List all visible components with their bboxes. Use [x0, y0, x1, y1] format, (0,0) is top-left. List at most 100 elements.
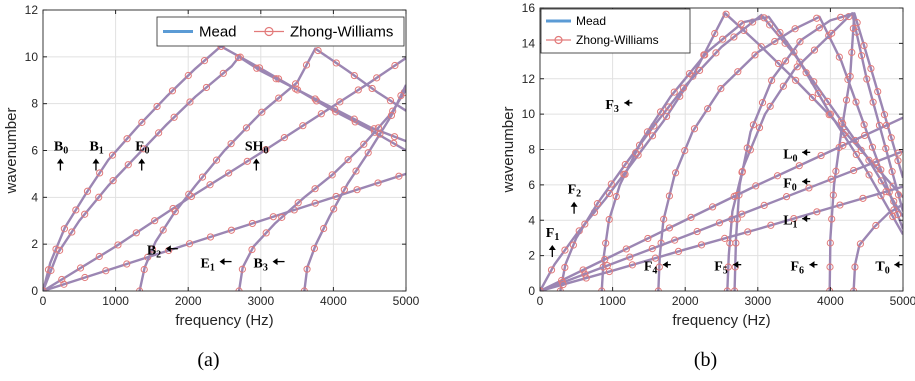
curve-marker [317, 110, 325, 118]
curve-marker [779, 82, 787, 90]
curve-marker [828, 215, 836, 223]
mode-label-subscript: 1 [793, 220, 798, 231]
curve-marker [332, 59, 340, 67]
arrow-head-icon [165, 245, 171, 253]
curve-marker [817, 151, 825, 160]
mode-label: T0 [875, 260, 889, 277]
curve-marker [715, 219, 724, 227]
curve-marker [390, 139, 398, 147]
curve-marker [859, 194, 867, 202]
curve-marker [206, 181, 214, 189]
curve-marker [328, 171, 336, 179]
curve-marker [202, 83, 211, 92]
curve-marker [350, 71, 358, 80]
curve-marker [58, 275, 66, 284]
y-axis-label: wavenumber [3, 108, 20, 195]
curve-marker [671, 236, 679, 244]
arrow-head-icon [252, 158, 260, 164]
y-tick-label: 6 [528, 178, 535, 192]
curve-marker [547, 266, 556, 274]
curve-marker [888, 168, 896, 176]
y-tick-label: 6 [31, 144, 38, 158]
curve-marker [198, 173, 207, 181]
curve-marker [350, 115, 358, 123]
curve-marker [280, 134, 288, 142]
curve-marker [243, 157, 251, 165]
curve-marker [826, 239, 834, 247]
curve-marker [701, 51, 709, 59]
curve-marker [612, 192, 620, 201]
curve-marker [581, 270, 589, 278]
curve-marker [227, 140, 235, 148]
curve-marker [601, 255, 609, 264]
curve-marker [96, 169, 104, 177]
chart-panel-a: 0 1000 2000 3000 4000 5000024681012frequency … [3, 3, 420, 371]
curve-marker [391, 61, 399, 70]
curve-line [540, 116, 903, 291]
curve-marker [792, 76, 800, 84]
curve-marker [607, 180, 615, 188]
arrow-head-icon [56, 158, 64, 164]
x-tick-label: 5000 [393, 294, 420, 308]
curve-marker [837, 13, 845, 21]
curve-marker [303, 265, 311, 273]
curve-marker [848, 48, 856, 56]
curve-marker [660, 215, 668, 223]
mode-label-subscript: 5 [723, 266, 728, 277]
curve-marker [352, 167, 360, 175]
curve-marker [248, 219, 256, 228]
mode-label: L0 [783, 147, 797, 164]
curve-marker [262, 145, 270, 154]
curve-marker [773, 172, 782, 180]
curve-marker [95, 193, 103, 201]
curve-marker [579, 266, 587, 274]
curve-marker [395, 172, 403, 180]
curve-marker [168, 87, 177, 95]
mode-label-main: F [546, 226, 555, 241]
curve-marker [138, 118, 146, 126]
curve-marker [743, 144, 751, 152]
mode-label-subscript: 0 [264, 146, 269, 157]
curve-marker [200, 57, 209, 65]
legend-box [156, 16, 405, 47]
curve-marker [768, 76, 776, 85]
curve-marker [171, 208, 179, 216]
curve-marker [738, 167, 747, 176]
curve-marker [802, 69, 810, 77]
curve-marker [123, 260, 131, 268]
mode-label-subscript: 6 [799, 266, 804, 277]
curve-marker [782, 57, 790, 65]
curve-marker [832, 167, 840, 175]
curve-marker [738, 210, 746, 218]
curve-marker [857, 52, 866, 60]
curve-marker [737, 20, 745, 28]
mode-label-main: F [790, 260, 799, 275]
y-tick-label: 12 [522, 72, 536, 86]
curve-marker [155, 129, 163, 137]
curve-line [43, 172, 406, 291]
curve-marker [842, 96, 851, 104]
curve-marker [387, 111, 396, 120]
y-tick-label: 2 [31, 237, 38, 251]
curve-marker [849, 24, 857, 33]
x-tick-label: 2000 [672, 294, 699, 308]
legend-marker-zw [554, 35, 563, 45]
curve-marker [269, 213, 277, 221]
curve-marker [709, 203, 717, 211]
curve-marker [635, 141, 644, 149]
curve-marker [561, 246, 569, 254]
curve-marker [292, 85, 300, 93]
curve-marker [674, 247, 683, 256]
curve-marker [829, 191, 837, 199]
curve-marker [852, 98, 860, 106]
curve-marker [665, 192, 674, 200]
arrow-head-icon [272, 258, 278, 266]
x-tick-label: 1000 [599, 294, 626, 308]
curve-marker [877, 166, 885, 174]
curve-marker [102, 267, 110, 275]
curve-marker [47, 266, 55, 275]
curve-marker [278, 213, 286, 221]
curve-marker [272, 75, 280, 83]
